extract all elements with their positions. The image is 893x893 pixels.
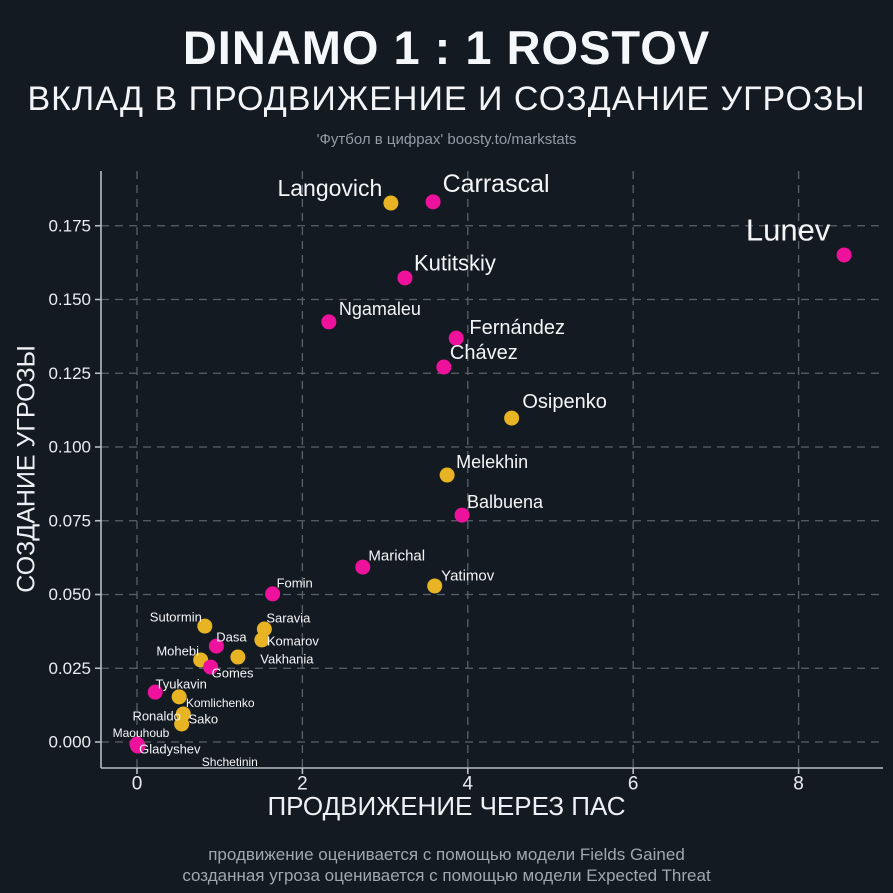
point-label-melekhin: Melekhin [456, 452, 528, 472]
point-label-yatimov: Yatimov [441, 567, 495, 584]
point-label-vakhania: Vakhania [260, 652, 314, 667]
x-tick-label: 8 [793, 774, 804, 795]
main-title: DINAMO 1 : 1 ROSTOV [182, 21, 711, 74]
data-point-ronaldo [174, 716, 190, 732]
point-label-lunev: Lunev [746, 212, 831, 247]
x-tick-label: 6 [628, 774, 639, 795]
subtitle: ВКЛАД В ПРОДВИЖЕНИЕ И СОЗДАНИЕ УГРОЗЫ [27, 80, 866, 118]
data-point-carrascal [425, 194, 441, 210]
footer-note-line1: продвижение оценивается с помощью модели… [208, 845, 685, 864]
y-tick-label: 0.175 [48, 216, 91, 235]
point-label-gladyshev: Gladyshev [139, 742, 201, 757]
data-point-tyukavin [147, 684, 163, 700]
point-label-mohebi: Mohebi [156, 643, 199, 658]
x-tick-label: 0 [132, 774, 143, 795]
y-axis-label: СОЗДАНИЕ УГРОЗЫ [12, 345, 41, 593]
point-label-dasa: Dasa [216, 630, 247, 645]
point-label-sutormin: Sutormin [150, 610, 202, 625]
point-label-balbuena: Balbuena [467, 492, 544, 512]
point-label-langovich: Langovich [277, 175, 382, 201]
point-label-carrascal: Carrascal [443, 170, 550, 198]
point-label-marichal: Marichal [368, 548, 425, 565]
y-tick-label: 0.000 [48, 733, 91, 752]
data-point-lunev [836, 247, 852, 263]
point-label-sako: Sako [188, 711, 218, 726]
y-tick-label: 0.025 [48, 659, 91, 678]
data-point-kutitskiy [397, 270, 413, 286]
data-point-komlichenko [171, 689, 187, 705]
point-label-kutitskiy: Kutitskiy [414, 250, 496, 275]
y-tick-label: 0.050 [48, 585, 91, 604]
data-point-gomes [203, 659, 219, 675]
y-tick-label: 0.150 [48, 290, 91, 309]
point-label-maouhoub: Maouhoub [113, 726, 170, 740]
point-label-fernández: Fernández [469, 317, 565, 339]
data-point-vakhania [230, 649, 246, 665]
point-label-ngamaleu: Ngamaleu [339, 299, 421, 319]
point-label-komlichenko: Komlichenko [186, 696, 255, 710]
data-point-osipenko [504, 410, 520, 426]
y-tick-label: 0.100 [48, 438, 91, 457]
data-point-langovich [383, 195, 399, 211]
point-label-osipenko: Osipenko [522, 391, 607, 413]
point-label-fomin: Fomin [277, 575, 313, 590]
data-point-yatimov [427, 578, 443, 594]
point-label-chávez: Chávez [450, 342, 518, 364]
y-tick-label: 0.075 [48, 511, 91, 530]
data-point-melekhin [439, 467, 455, 483]
point-label-ronaldo: Ronaldo [132, 709, 180, 724]
x-axis-label: ПРОДВИЖЕНИЕ ЧЕРЕЗ ПАС [267, 791, 626, 821]
data-point-marichal [355, 559, 371, 575]
data-point-gladyshev [130, 738, 146, 754]
data-point-ngamaleu [321, 314, 337, 330]
data-point-komarov [254, 632, 270, 648]
y-tick-label: 0.125 [48, 364, 91, 383]
data-point-balbuena [454, 507, 470, 523]
x-tick-label: 4 [463, 774, 474, 795]
data-point-fernández [448, 330, 464, 346]
data-point-sutormin [197, 618, 213, 634]
point-label-tyukavin: Tyukavin [156, 677, 207, 692]
point-label-saravia: Saravia [266, 611, 311, 626]
point-label-shchetinin: Shchetinin [202, 755, 258, 769]
data-point-fomin [265, 586, 281, 602]
data-point-dasa [208, 638, 224, 654]
footer-note-line2: созданная угроза оценивается с помощью м… [182, 866, 711, 885]
point-label-komarov: Komarov [267, 633, 320, 648]
point-label-gomes: Gomes [212, 666, 254, 681]
data-point-chávez [436, 359, 452, 375]
credit-line: 'Футбол в цифрах' boosty.to/markstats [316, 131, 577, 148]
x-tick-label: 2 [297, 774, 308, 795]
